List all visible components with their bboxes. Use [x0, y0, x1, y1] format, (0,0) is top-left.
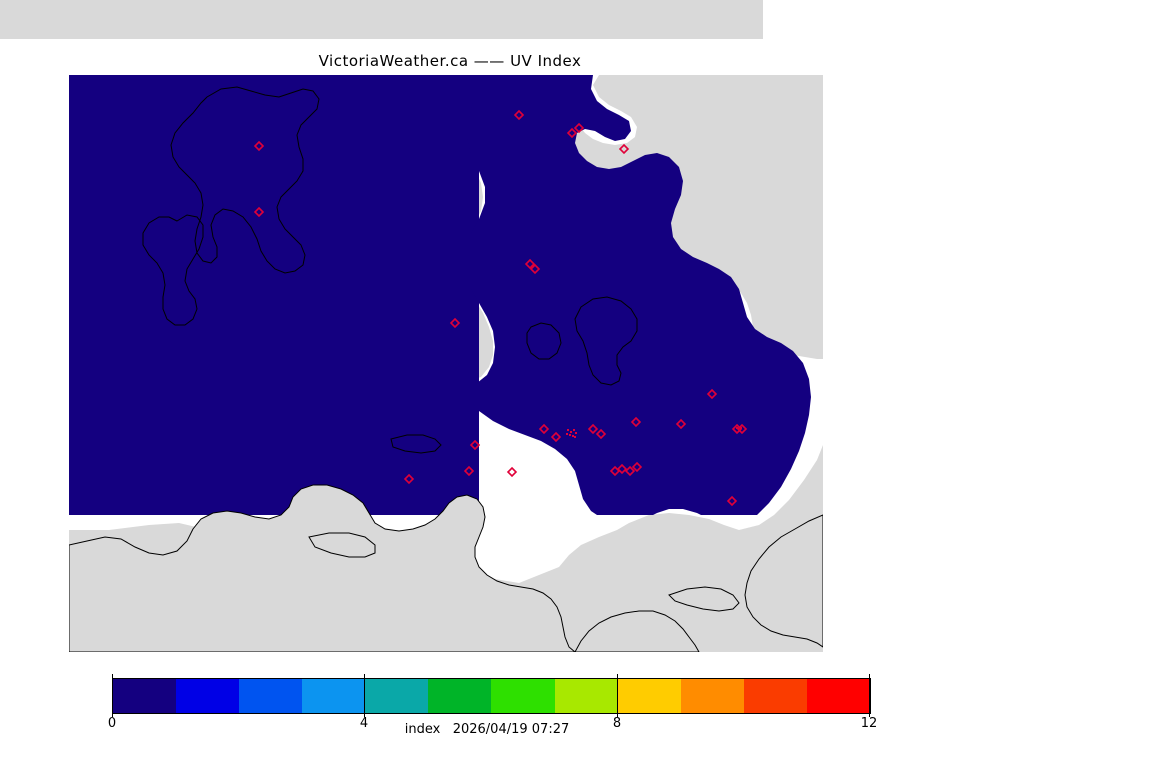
- colorbar-segment-7-8: [554, 679, 618, 713]
- lower-land-central: [574, 610, 700, 652]
- lower-land-east: [744, 514, 823, 648]
- station-cluster[interactable]: [566, 427, 742, 438]
- station-marker[interactable]: [736, 423, 748, 435]
- station-marker[interactable]: [449, 317, 461, 329]
- colorbar-tick-4: [364, 674, 365, 717]
- station-marker[interactable]: [538, 423, 550, 435]
- map-canvas[interactable]: [69, 75, 823, 652]
- colorbar-segment-1-2: [176, 679, 240, 713]
- station-marker[interactable]: [403, 473, 415, 485]
- station-marker[interactable]: [253, 140, 265, 152]
- station-marker[interactable]: [463, 465, 475, 477]
- colorbar-segment-6-7: [491, 679, 555, 713]
- colorbar-segment-9-10: [680, 679, 744, 713]
- station-marker[interactable]: [675, 418, 687, 430]
- colorbar-segment-10-11: [743, 679, 807, 713]
- lower-inlet-outline: [308, 532, 376, 558]
- coastline-sliver-island: [390, 434, 442, 454]
- colorbar-segment-0-1: [113, 679, 177, 713]
- station-marker[interactable]: [609, 465, 621, 477]
- uv-data-field: [69, 75, 811, 515]
- station-marker[interactable]: [595, 428, 607, 440]
- station-marker[interactable]: [573, 122, 585, 134]
- station-marker[interactable]: [618, 143, 630, 155]
- uv-index-colorbar[interactable]: 0 4 8 12: [108, 674, 877, 731]
- station-marker[interactable]: [631, 461, 643, 473]
- colorbar-segment-11-12: [806, 679, 870, 713]
- station-marker[interactable]: [513, 109, 525, 121]
- station-marker[interactable]: [506, 466, 518, 478]
- colorbar-segment-4-5: [365, 679, 429, 713]
- station-marker[interactable]: [550, 431, 562, 443]
- colorbar-segment-8-9: [617, 679, 681, 713]
- colorbar-strip[interactable]: [112, 678, 871, 714]
- lower-inlet-outline-east: [668, 586, 740, 612]
- colorbar-label-12: 12: [860, 716, 878, 731]
- colorbar-label-8: 8: [612, 716, 622, 731]
- lower-map-outlines: [69, 484, 823, 652]
- uv-field-west-block: [69, 75, 479, 515]
- colorbar-label-0: 0: [107, 716, 117, 731]
- lower-land-west: [69, 484, 576, 652]
- station-marker[interactable]: [587, 423, 599, 435]
- colorbar-tick-0: [112, 674, 113, 717]
- page-title: VictoriaWeather.ca —— UV Index: [318, 52, 582, 70]
- station-marker[interactable]: [253, 206, 265, 218]
- station-marker-layer[interactable]: [253, 109, 748, 507]
- station-marker[interactable]: [624, 465, 636, 477]
- colorbar-tick-12: [869, 674, 870, 717]
- colorbar-background: [0, 0, 763, 39]
- station-marker[interactable]: [630, 416, 642, 428]
- station-marker[interactable]: [469, 439, 481, 451]
- station-marker[interactable]: [706, 388, 718, 400]
- colorbar-segment-5-6: [428, 679, 492, 713]
- station-marker[interactable]: [616, 463, 628, 475]
- colorbar-label-4: 4: [359, 716, 369, 731]
- colorbar-segment-3-4: [302, 679, 366, 713]
- coastline-small-island-a: [526, 322, 562, 360]
- coastline-lake-outline: [574, 296, 638, 386]
- colorbar-segment-2-3: [239, 679, 303, 713]
- coastline-west-island: [142, 214, 204, 326]
- station-marker[interactable]: [529, 263, 541, 275]
- station-marker[interactable]: [566, 127, 578, 139]
- station-marker[interactable]: [524, 258, 536, 270]
- station-marker[interactable]: [726, 495, 738, 507]
- colorbar-tick-8: [617, 674, 618, 717]
- coastline-layer: [142, 86, 638, 454]
- colorbar-caption: index 2026/04/19 07:27: [404, 722, 570, 737]
- uv-index-map[interactable]: [69, 75, 823, 652]
- coastline-north-island: [170, 86, 320, 274]
